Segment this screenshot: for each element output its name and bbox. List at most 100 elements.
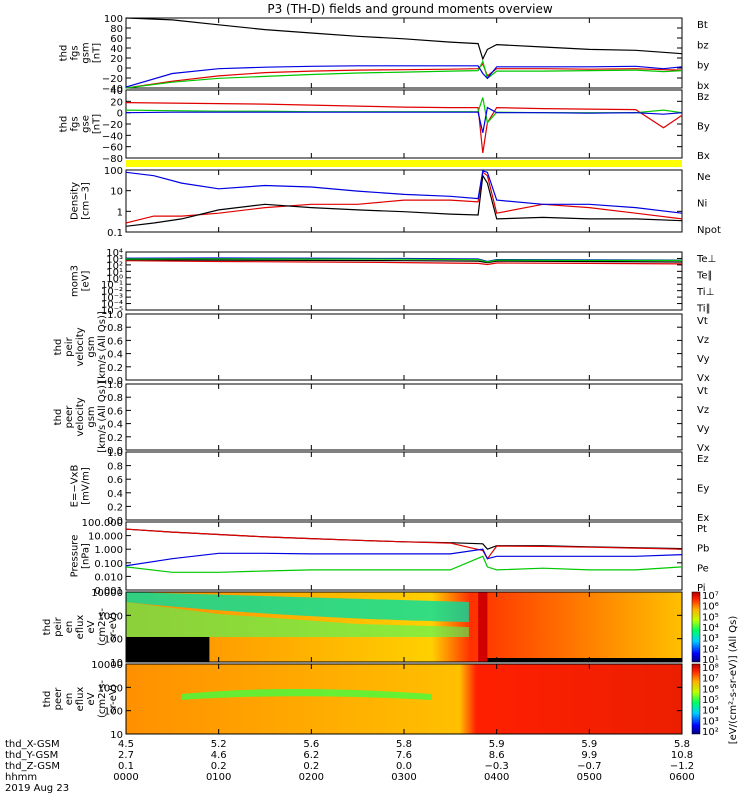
peer-velocity-tick-label: 0.4 (107, 420, 123, 431)
peer-spectrogram-ylabel-line: en (64, 693, 75, 706)
peir-spectrogram-colorbar-label: 10² (702, 644, 719, 655)
density-ylabel: Density [cm−3] (70, 182, 92, 220)
density-frame (125, 169, 683, 233)
figure-title: P3 (TH-D) fields and ground moments over… (267, 2, 552, 16)
density-series-Ne (125, 171, 683, 224)
peer-spectrogram-ylabel: thd peer en eflux eV (cm2-s-sr-eV) (42, 680, 119, 718)
peer-velocity-legend-Vt: Vt (697, 386, 708, 397)
peer-spectrogram-tick-label: 1000 (98, 683, 123, 694)
efield-frame (125, 451, 683, 521)
peer-spectrogram-colorbar-label: 10³ (702, 716, 719, 727)
xaxis-value: 0.1 (118, 761, 134, 772)
xaxis-value: −1.2 (670, 761, 694, 772)
peir-spectrogram-ylabel: thd peir en eflux eV (cm2-s-sr-eV) (42, 608, 119, 646)
pressure-tick-label: 1.000 (94, 545, 123, 556)
peer-spectrogram-image (126, 664, 682, 734)
xaxis-value: 0.2 (211, 761, 227, 772)
efield-tick-label: 0.0 (107, 516, 123, 527)
fgs-gsm-legend-bz: bz (697, 40, 709, 51)
efield-ylabel-line: E=−VxB (70, 465, 81, 508)
fgs-gsm-ylabel-line: [nT] (92, 43, 103, 63)
fgs-gsm-ylabel-line: fgs (70, 45, 81, 60)
density-tick-label: 1 (117, 207, 123, 218)
efield-tick-label: 0.6 (107, 475, 123, 486)
peer-velocity-ylabel-line: velocity (75, 397, 86, 436)
peir-spectrogram-burst (478, 592, 488, 662)
fgs-gsm-ylabel-line: thd (59, 45, 70, 62)
fgs-gsm-tick-label: 60 (110, 34, 123, 45)
peer-spectrogram-colorbar-label: 10² (702, 727, 719, 738)
fgs-gsm-legend-by: by (697, 61, 709, 72)
efield-ylabel-line: [mV/m] (81, 467, 92, 505)
fgs-gsm-ylabel: thd fgs gsm [nT] (59, 42, 103, 63)
fgs-gsm-tick-label: 40 (110, 44, 123, 55)
temperature-tick-label: 10⁻² (101, 287, 123, 298)
temperature-series-Te∥ (125, 259, 683, 264)
xaxis-value: 5.9 (581, 739, 597, 750)
xaxis-row-label: thd_Y-GSM (5, 750, 58, 761)
xaxis-value: 0500 (577, 772, 602, 783)
fgs-gsm-legend-Bt: Bt (697, 20, 708, 31)
xaxis-value: 5.8 (674, 739, 690, 750)
temperature-legend-Ti∥: Ti∥ (696, 303, 711, 314)
xaxis-value: 5.8 (396, 739, 412, 750)
xaxis-value: 0.2 (303, 761, 319, 772)
temperature-tick-label: 10⁴ (106, 248, 123, 259)
temperature-tick-label: 10⁻¹ (101, 280, 123, 291)
peir-spectrogram-colorbar-label: 10⁶ (702, 602, 719, 613)
pressure-tick-label: 0.001 (94, 586, 123, 597)
efield-legend-Ey: Ey (697, 483, 709, 494)
fgs-gse-ylabel-line: gse (81, 115, 92, 133)
fgs-gsm-tick-label: 0 (117, 64, 123, 75)
fgs-gse-tick-label: 20 (110, 97, 123, 108)
pressure-series-Pe (125, 555, 683, 573)
fgs-gse-frame (125, 89, 683, 159)
xaxis-value: 2.7 (118, 750, 134, 761)
efield-tick-label: 0.8 (107, 462, 123, 473)
temperature-legend-Ti⊥: Ti⊥ (696, 287, 714, 298)
pressure-legend-Pe: Pe (697, 563, 709, 574)
peer-spectrogram-colorbar-label: 10⁷ (702, 674, 719, 685)
fgs-gse-series-By (125, 97, 683, 125)
peir-spectrogram-low-counts (126, 637, 210, 662)
xaxis-row-label: hhmm (5, 772, 37, 783)
xaxis-value: 5.6 (303, 739, 319, 750)
fgs-gsm-tick-label: −20 (102, 74, 123, 85)
peer-spectrogram-colorbar-label: 10⁴ (702, 706, 719, 717)
fgs-gsm-legend-bx: bx (697, 81, 709, 92)
density-tick-label: 0.1 (107, 228, 123, 239)
xaxis-value: 4.5 (118, 739, 134, 750)
fgs-gse-ylabel-line: fgs (70, 116, 81, 131)
peer-velocity-tick-label: 0.2 (107, 433, 123, 444)
xaxis-value: 9.9 (581, 750, 597, 761)
density-legend-Npot: Npot (697, 225, 721, 236)
density-legend-Ne: Ne (697, 172, 711, 183)
density-series-Ni (125, 173, 683, 227)
peer-velocity-ylabel-line: peer (64, 405, 75, 429)
peir-spectrogram-baseline (487, 658, 682, 662)
temperature-tick-label: 10⁻⁴ (101, 300, 123, 311)
peer-spectrogram-colorbar-label: 10⁶ (702, 684, 719, 695)
peer-velocity-tick-label: 0.8 (107, 393, 123, 404)
peer-velocity-ylabel-line: gsm (86, 406, 97, 427)
pressure-series-Pb (125, 528, 683, 560)
colorbar-label: [eV/(cm²-s-sr-eV)] (All Qs) (728, 616, 739, 745)
peir-velocity-tick-label: 1.0 (107, 310, 123, 321)
temperature-tick-label: 10⁻³ (101, 293, 123, 304)
xaxis-value: 4.6 (211, 750, 227, 761)
peir-velocity-tick-label: 0.6 (107, 336, 123, 347)
peer-velocity-legend-Vx: Vx (697, 443, 710, 454)
fgs-gse-tick-label: −40 (102, 131, 123, 142)
peir-spectrogram-tick-label: 10000 (91, 588, 123, 599)
xaxis-value: 0100 (206, 772, 231, 783)
peer-velocity-ylabel-line: [km/s (All Qs)] (97, 381, 108, 453)
peir-spectrogram-colorbar-label: 10⁷ (702, 591, 719, 602)
peir-spectrogram-ylabel-line: en (64, 621, 75, 634)
peer-spectrogram-ylabel-line: (cm2-s- (97, 680, 108, 718)
temperature-ylabel-line: mom3 (70, 265, 81, 297)
fgs-gse-tick-label: −60 (102, 143, 123, 154)
pressure-legend-Pb: Pb (697, 544, 709, 555)
fgs-gse-tick-label: −20 (102, 120, 123, 131)
pressure-legend-Pt: Pt (697, 524, 707, 535)
